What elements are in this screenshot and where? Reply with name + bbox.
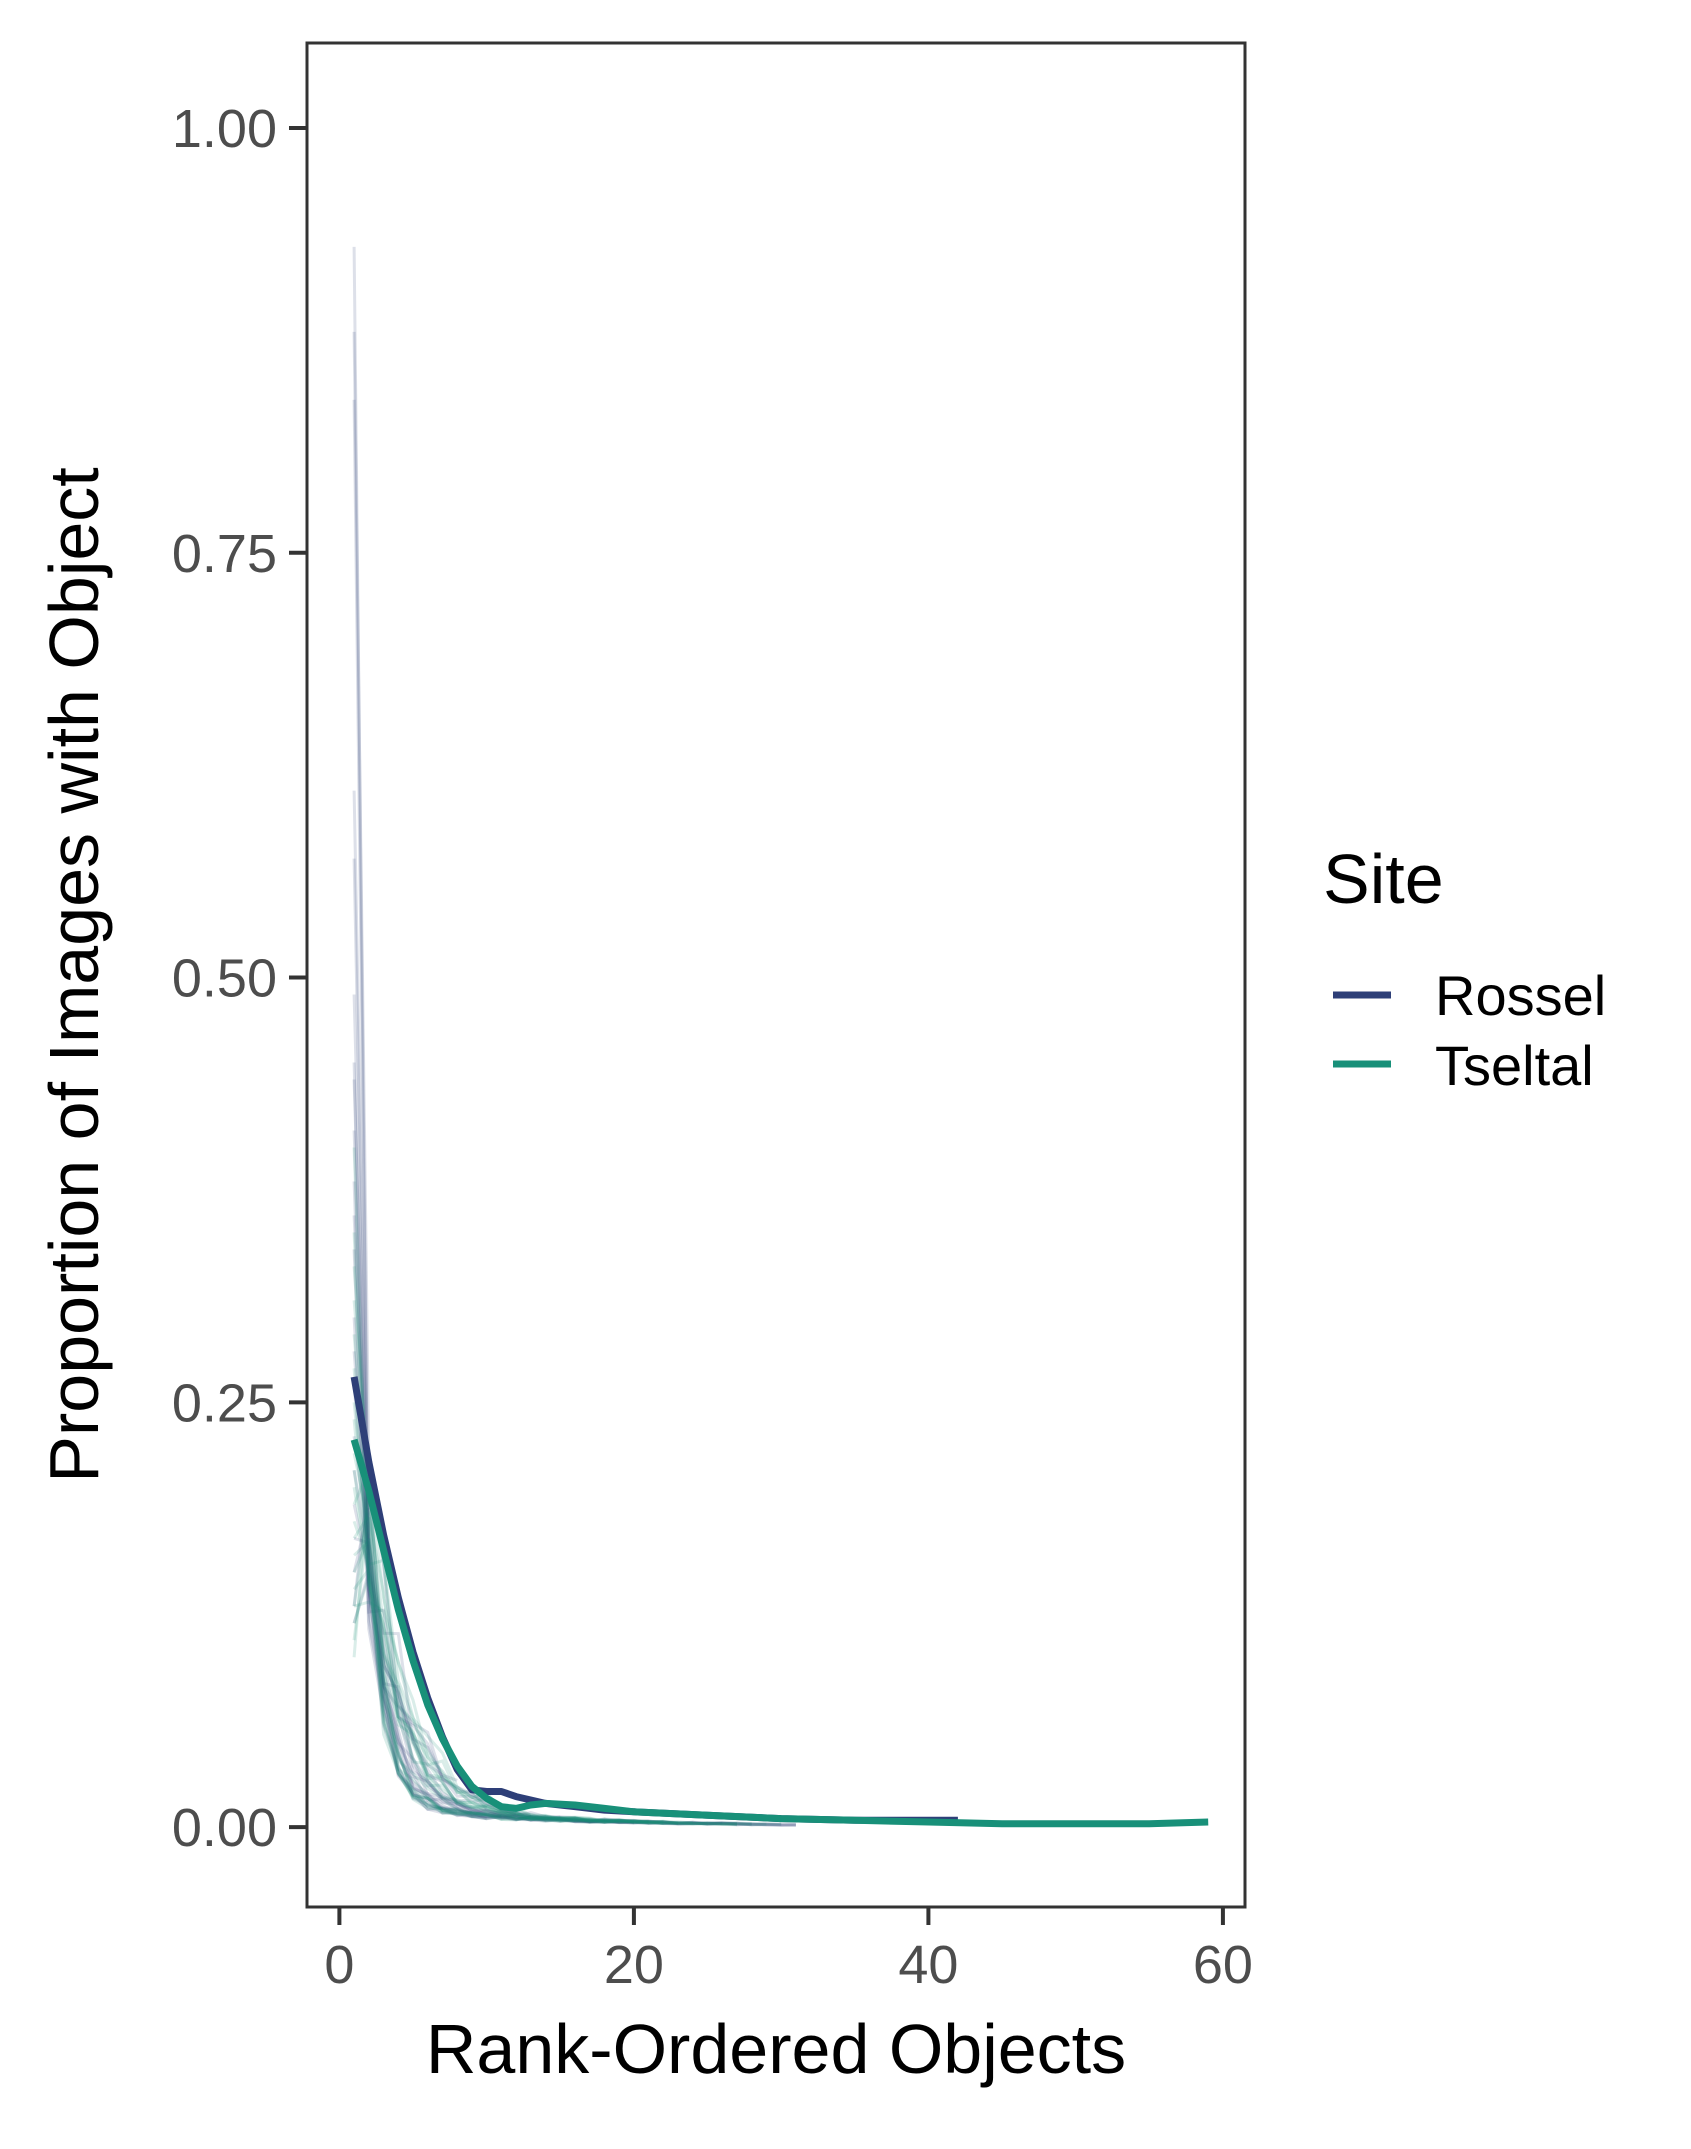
plot-panel-border [305,41,1247,1909]
individual-trace [352,1476,738,1826]
individual-trace [352,1351,634,1824]
individual-trace [352,1317,782,1827]
individual-trace [352,1452,752,1827]
x-axis: 0 20 40 60 [324,1907,1253,1995]
individual-trace [352,1385,796,1827]
series-line-tseltal [350,1438,1209,1828]
y-axis: 0.00 0.25 0.50 0.75 1.00 [172,99,307,1858]
y-axis-title: Proportion of Images with Object [35,467,113,1482]
individual-trace [352,1510,634,1825]
x-tick-label: 40 [898,1935,958,1995]
series-lines [350,1376,1209,1828]
individual-trace [352,1419,502,1819]
individual-trace [352,1368,487,1816]
x-tick-label: 60 [1193,1935,1253,1995]
individual-trace [352,1334,458,1815]
individual-trace [352,1508,590,1823]
plot-panel-background [307,43,1245,1907]
individual-trace [352,1566,458,1782]
individual-trace [352,1575,708,1826]
individual-trace [352,1079,679,1825]
individual-trace [352,1470,649,1825]
y-tick-label: 0.50 [172,949,277,1009]
individual-trace [352,399,796,1827]
y-tick-label: 0.00 [172,1798,277,1858]
individual-trace [352,1538,782,1827]
x-axis-title: Rank-Ordered Objects [426,2010,1126,2088]
individual-trace [352,1130,796,1827]
individual-trace [352,1499,679,1825]
individual-trace [352,1249,649,1824]
x-tick-label: 20 [604,1935,664,1995]
individual-trace [352,1487,738,1826]
individual-trace [352,790,752,1826]
individual-trace [352,1474,532,1818]
individual-trace [352,994,502,1820]
individual-trace [352,1565,576,1822]
individual-trace [352,1062,738,1826]
legend-title: Site [1323,840,1444,918]
individual-trace [352,1215,488,1810]
legend: Site Rossel Tseltal [1323,840,1606,1097]
individual-traces [352,246,796,1827]
individual-trace [353,1600,679,1825]
individual-trace [353,1536,723,1825]
individual-trace [352,1463,693,1825]
individual-trace [352,1503,546,1822]
legend-label-rossel: Rossel [1435,964,1606,1027]
individual-trace [352,1517,738,1827]
individual-trace [352,858,487,1821]
individual-trace [352,1436,796,1827]
individual-trace [352,1181,635,1824]
y-tick-label: 1.00 [172,99,277,159]
individual-trace [352,1300,664,1825]
individual-trace [352,246,620,1824]
y-tick-label: 0.25 [172,1373,277,1433]
individual-trace [353,1538,590,1823]
individual-trace [352,1147,664,1823]
individual-trace [352,1402,561,1822]
individual-trace [352,1232,767,1826]
legend-label-tseltal: Tseltal [1435,1034,1594,1097]
x-tick-label: 0 [324,1935,354,1995]
individual-trace [352,1470,561,1820]
individual-trace [352,1266,649,1823]
y-tick-label: 0.75 [172,524,277,584]
